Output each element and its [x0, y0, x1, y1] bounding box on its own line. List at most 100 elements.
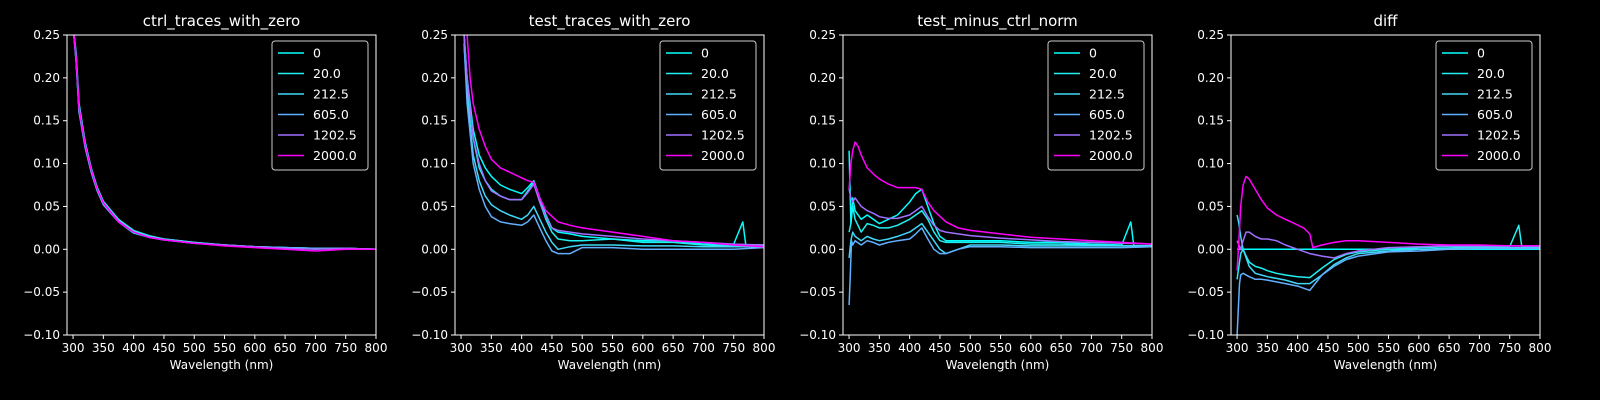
x-tick-label: 800 — [1141, 341, 1164, 355]
series-line-1202-5 — [848, 189, 1152, 245]
legend-entry: 20.0 — [1477, 66, 1505, 81]
x-tick-label: 750 — [722, 341, 745, 355]
x-axis-label: Wavelength (nm) — [170, 358, 274, 372]
x-tick-label: 500 — [183, 341, 206, 355]
legend-entry: 212.5 — [313, 87, 349, 102]
plot-area — [848, 141, 1152, 306]
x-tick-label: 650 — [662, 341, 685, 355]
series-line-1202-5 — [1236, 231, 1540, 259]
y-tick-label: 0.25 — [809, 28, 836, 42]
x-tick-label: 800 — [753, 341, 776, 355]
x-tick-label: 400 — [898, 341, 921, 355]
chart-title: ctrl_traces_with_zero — [143, 12, 300, 31]
chart-panel-1: 300 350 400 450 500 550 600 650 700 750 800 −0.10 −0… — [23, 12, 387, 372]
x-tick-label: 550 — [601, 341, 624, 355]
y-tick-label: 0.15 — [809, 114, 836, 128]
series-line-212-5 — [463, 43, 764, 251]
legend: 0 20.0 212.5 605.0 1202.5 2000.0 — [1435, 40, 1533, 171]
y-tick-label: 0.00 — [809, 242, 836, 256]
legend-entry: 212.5 — [701, 87, 737, 102]
x-tick-label: 500 — [959, 341, 982, 355]
x-tick-label: 800 — [1529, 341, 1552, 355]
x-tick-label: 500 — [1347, 341, 1370, 355]
y-tick-label: 0.00 — [33, 242, 60, 256]
y-tick-label: 0.05 — [1197, 199, 1224, 213]
x-tick-label: 650 — [1438, 341, 1461, 355]
legend-entry: 605.0 — [701, 107, 737, 122]
y-tick-label: 0.10 — [809, 157, 836, 171]
axes-frame — [1230, 34, 1541, 336]
x-tick-label: 300 — [62, 341, 85, 355]
y-tick-label: −0.10 — [1187, 328, 1224, 342]
chart-title: test_minus_ctrl_norm — [917, 12, 1078, 31]
x-tick-label: 450 — [152, 341, 175, 355]
x-axis-label: Wavelength (nm) — [1334, 358, 1438, 372]
y-tick-label: 0.10 — [1197, 157, 1224, 171]
legend-entry: 20.0 — [1089, 66, 1117, 81]
y-tick-label: 0.25 — [33, 28, 60, 42]
legend-entry: 0 — [701, 46, 709, 61]
y-tick-label: 0.20 — [1197, 71, 1224, 85]
y-tick-label: −0.10 — [411, 328, 448, 342]
y-tick-label: 0.15 — [421, 114, 448, 128]
x-tick-label: 350 — [1256, 341, 1279, 355]
x-tick-label: 550 — [213, 341, 236, 355]
y-tick-label: 0.15 — [33, 114, 60, 128]
chart-title: test_traces_with_zero — [529, 12, 691, 31]
legend-entry: 1202.5 — [1089, 128, 1133, 143]
y-tick-label: 0.10 — [33, 157, 60, 171]
x-tick-label: 550 — [989, 341, 1012, 355]
y-tick-label: 0.00 — [1197, 242, 1224, 256]
series-line-2000-0 — [1236, 175, 1540, 271]
legend-entry: 605.0 — [1477, 107, 1513, 122]
x-tick-label: 450 — [928, 341, 951, 355]
chart-panel-3: 300 350 400 450 500 550 600 650 700 750 800 −0.10 −0… — [799, 12, 1163, 372]
x-tick-label: 400 — [122, 341, 145, 355]
y-tick-label: 0.20 — [421, 71, 448, 85]
y-tick-label: 0.05 — [421, 199, 448, 213]
y-tick-label: −0.05 — [799, 285, 836, 299]
plot-area — [73, 35, 376, 252]
chart-panel-2: 300 350 400 450 500 550 600 650 700 750 800 −0.10 −0… — [411, 12, 775, 372]
legend-entry: 1202.5 — [701, 128, 745, 143]
x-tick-label: 800 — [365, 341, 388, 355]
x-tick-label: 550 — [1377, 341, 1400, 355]
x-tick-label: 600 — [631, 341, 654, 355]
x-tick-label: 500 — [571, 341, 594, 355]
y-tick-label: 0.10 — [421, 157, 448, 171]
legend-entry: 2000.0 — [1477, 148, 1521, 163]
y-tick-label: −0.10 — [23, 328, 60, 342]
plot-area — [1236, 175, 1540, 335]
x-tick-label: 300 — [838, 341, 861, 355]
legend-entry: 20.0 — [313, 66, 341, 81]
series-line-605-0 — [848, 227, 1152, 306]
axes-frame — [842, 34, 1153, 336]
legend-entry: 2000.0 — [701, 148, 745, 163]
x-axis-label: Wavelength (nm) — [946, 358, 1050, 372]
series-line-605-0 — [1236, 247, 1540, 335]
series-line-212-5 — [1236, 214, 1540, 285]
y-tick-label: 0.25 — [1197, 28, 1224, 42]
x-tick-label: 350 — [92, 341, 115, 355]
x-tick-label: 750 — [1498, 341, 1521, 355]
axes-frame — [454, 34, 765, 336]
series-line-20-0 — [848, 205, 1152, 247]
y-tick-label: 0.20 — [809, 71, 836, 85]
y-tick-label: −0.05 — [23, 285, 60, 299]
legend: 0 20.0 212.5 605.0 1202.5 2000.0 — [271, 40, 369, 171]
x-tick-label: 300 — [450, 341, 473, 355]
x-tick-label: 650 — [1050, 341, 1073, 355]
x-tick-label: 650 — [274, 341, 297, 355]
series-line-0 — [848, 150, 1152, 247]
chart-title: diff — [1373, 12, 1398, 30]
x-tick-label: 450 — [540, 341, 563, 355]
axes-frame — [66, 34, 377, 336]
series-line-605-0 — [463, 43, 764, 255]
y-tick-label: 0.25 — [421, 28, 448, 42]
legend-entry: 212.5 — [1477, 87, 1513, 102]
y-tick-label: 0.00 — [421, 242, 448, 256]
y-tick-label: 0.20 — [33, 71, 60, 85]
x-tick-label: 700 — [304, 341, 327, 355]
plot-area — [463, 35, 764, 255]
